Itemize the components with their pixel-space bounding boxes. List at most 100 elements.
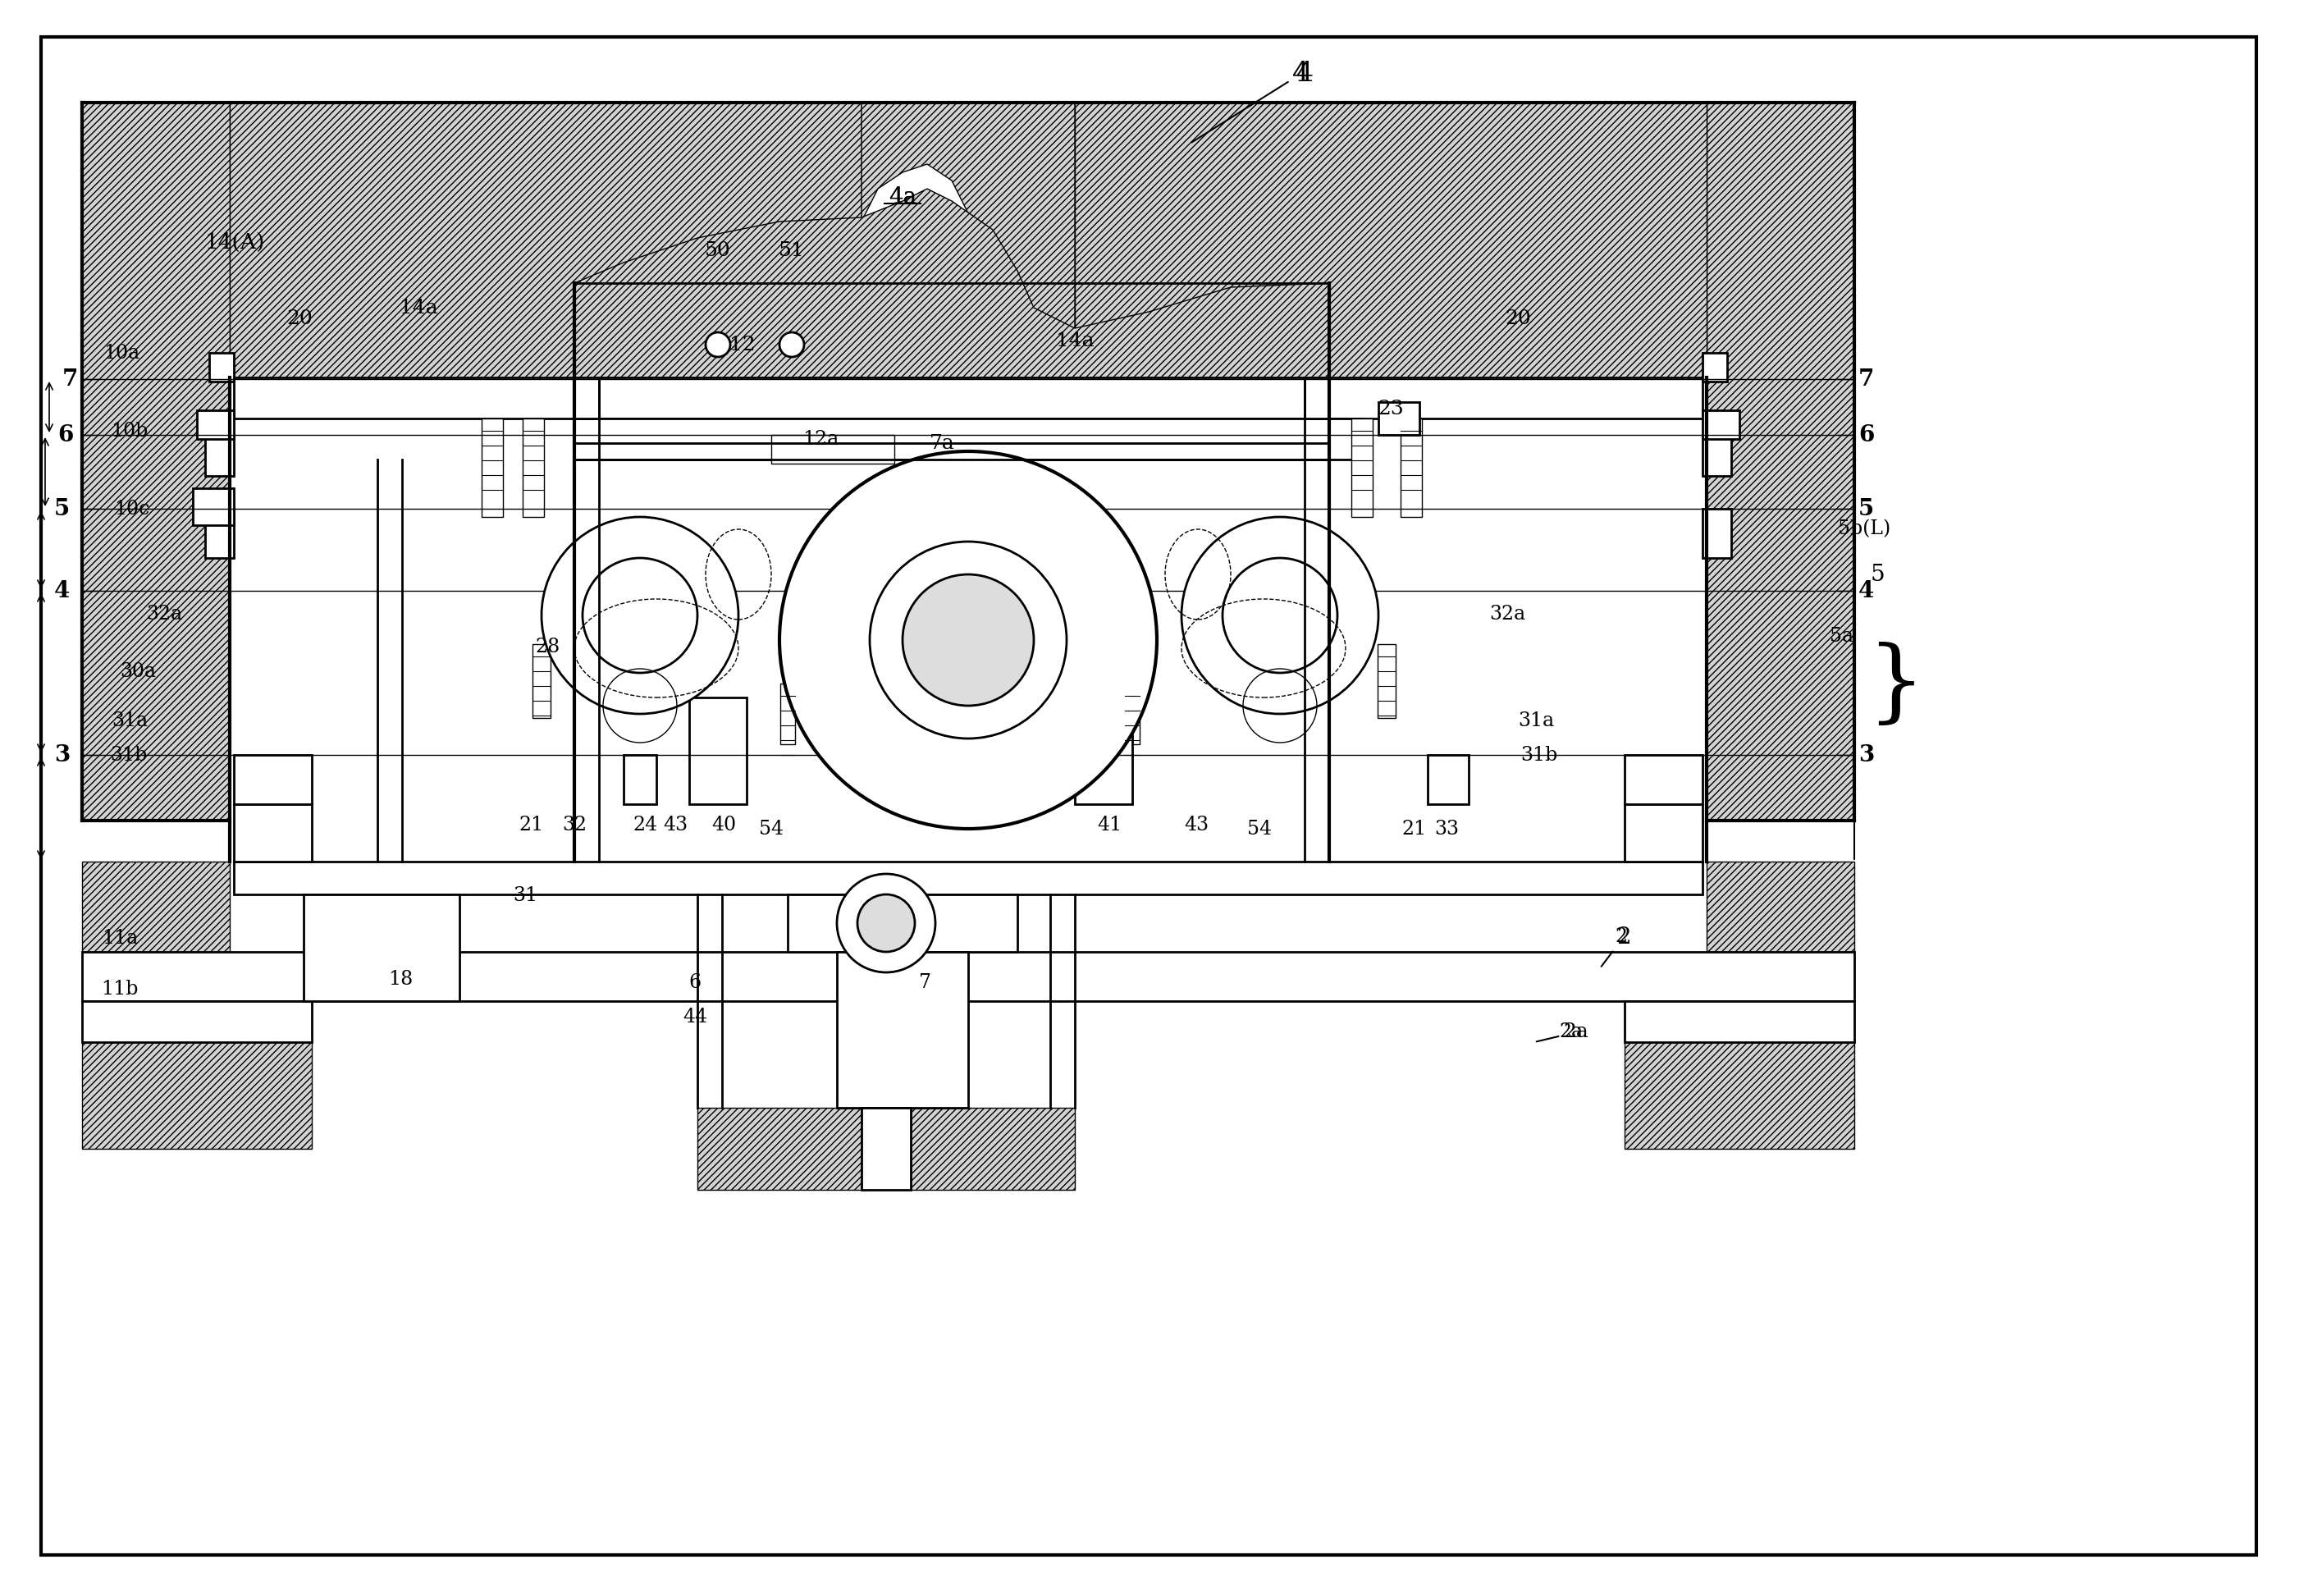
Polygon shape (1352, 418, 1373, 517)
Text: 10b: 10b (110, 421, 147, 440)
Polygon shape (234, 862, 1704, 894)
Text: 4: 4 (1297, 61, 1313, 86)
Polygon shape (1704, 410, 1740, 439)
Polygon shape (209, 353, 234, 381)
Text: 40: 40 (710, 816, 736, 835)
Circle shape (779, 332, 805, 358)
Polygon shape (522, 418, 545, 517)
Polygon shape (1625, 755, 1704, 804)
Polygon shape (480, 418, 503, 517)
Text: 5: 5 (53, 498, 69, 520)
Text: 44: 44 (683, 1009, 708, 1026)
Text: 20: 20 (1506, 310, 1531, 327)
Text: 7: 7 (920, 974, 931, 993)
Circle shape (779, 452, 1156, 828)
Text: 7: 7 (1858, 369, 1874, 389)
Text: 10a: 10a (103, 343, 140, 362)
Text: 33: 33 (1435, 819, 1460, 838)
Polygon shape (1124, 683, 1140, 744)
Text: 51: 51 (779, 241, 805, 260)
Polygon shape (1704, 509, 1731, 559)
Polygon shape (83, 951, 1855, 1001)
Text: 2a: 2a (1536, 1023, 1589, 1042)
Polygon shape (198, 410, 234, 439)
Text: 32a: 32a (145, 605, 182, 622)
Circle shape (904, 575, 1035, 705)
Text: 6: 6 (690, 974, 701, 993)
Text: 54: 54 (1246, 819, 1271, 838)
Polygon shape (862, 1108, 910, 1191)
Text: 4: 4 (1191, 61, 1310, 142)
Polygon shape (1706, 862, 1855, 951)
Polygon shape (690, 697, 747, 804)
Text: 20: 20 (287, 310, 313, 327)
Text: 4a: 4a (887, 185, 917, 207)
Text: 12a: 12a (802, 429, 839, 448)
Text: 2: 2 (1602, 926, 1630, 967)
Text: 14a: 14a (400, 298, 437, 318)
Polygon shape (1076, 102, 1706, 378)
Polygon shape (1304, 378, 1329, 418)
Text: 2: 2 (1614, 927, 1628, 946)
Text: 10c: 10c (115, 500, 149, 519)
Text: 32: 32 (561, 816, 586, 835)
Polygon shape (1400, 418, 1421, 517)
Text: 30a: 30a (120, 662, 156, 680)
Text: 31a: 31a (110, 712, 147, 729)
Text: 4: 4 (53, 579, 69, 602)
Polygon shape (575, 378, 600, 418)
Text: 6: 6 (1858, 425, 1874, 445)
Polygon shape (623, 755, 658, 804)
Circle shape (1223, 559, 1338, 674)
Text: 43: 43 (662, 816, 687, 835)
Polygon shape (205, 509, 234, 559)
Text: 43: 43 (1184, 816, 1209, 835)
Text: 31b: 31b (110, 745, 147, 764)
Polygon shape (770, 434, 894, 463)
Polygon shape (234, 755, 313, 804)
Polygon shape (1625, 1001, 1855, 1042)
Polygon shape (83, 862, 230, 951)
Polygon shape (910, 1108, 1076, 1191)
Text: 7: 7 (62, 369, 78, 389)
Text: 41: 41 (1097, 816, 1122, 835)
Polygon shape (1625, 804, 1704, 862)
Polygon shape (1706, 102, 1855, 820)
Polygon shape (1428, 755, 1469, 804)
Polygon shape (575, 418, 1361, 460)
Text: 5: 5 (1858, 498, 1874, 520)
Polygon shape (234, 378, 1704, 418)
Text: 50: 50 (706, 241, 731, 260)
Text: 14(A): 14(A) (205, 231, 264, 252)
Text: 31a: 31a (1517, 712, 1554, 729)
Polygon shape (303, 894, 460, 1001)
Polygon shape (1704, 353, 1727, 381)
Polygon shape (1379, 402, 1418, 434)
Text: 3: 3 (53, 744, 69, 766)
Polygon shape (1377, 645, 1395, 718)
Polygon shape (533, 645, 549, 718)
Polygon shape (575, 188, 1329, 378)
Text: 11b: 11b (101, 980, 138, 998)
Circle shape (1182, 517, 1379, 713)
Text: 7a: 7a (929, 434, 954, 453)
Polygon shape (837, 951, 968, 1108)
Text: 5b(L): 5b(L) (1837, 520, 1890, 539)
Text: }: } (1867, 642, 1924, 729)
Polygon shape (230, 102, 862, 378)
Polygon shape (234, 804, 313, 862)
Circle shape (858, 894, 915, 951)
Text: 12: 12 (729, 335, 756, 354)
Polygon shape (193, 488, 234, 525)
Text: 23: 23 (1377, 399, 1405, 418)
Text: 4a: 4a (887, 185, 917, 207)
Circle shape (837, 875, 936, 972)
Text: 24: 24 (632, 816, 658, 835)
Text: 18: 18 (389, 969, 414, 988)
Text: 54: 54 (759, 819, 784, 838)
Polygon shape (83, 1001, 313, 1042)
Text: 3: 3 (1858, 744, 1874, 766)
Polygon shape (1625, 1042, 1855, 1149)
Circle shape (543, 517, 738, 713)
Polygon shape (697, 1108, 862, 1191)
